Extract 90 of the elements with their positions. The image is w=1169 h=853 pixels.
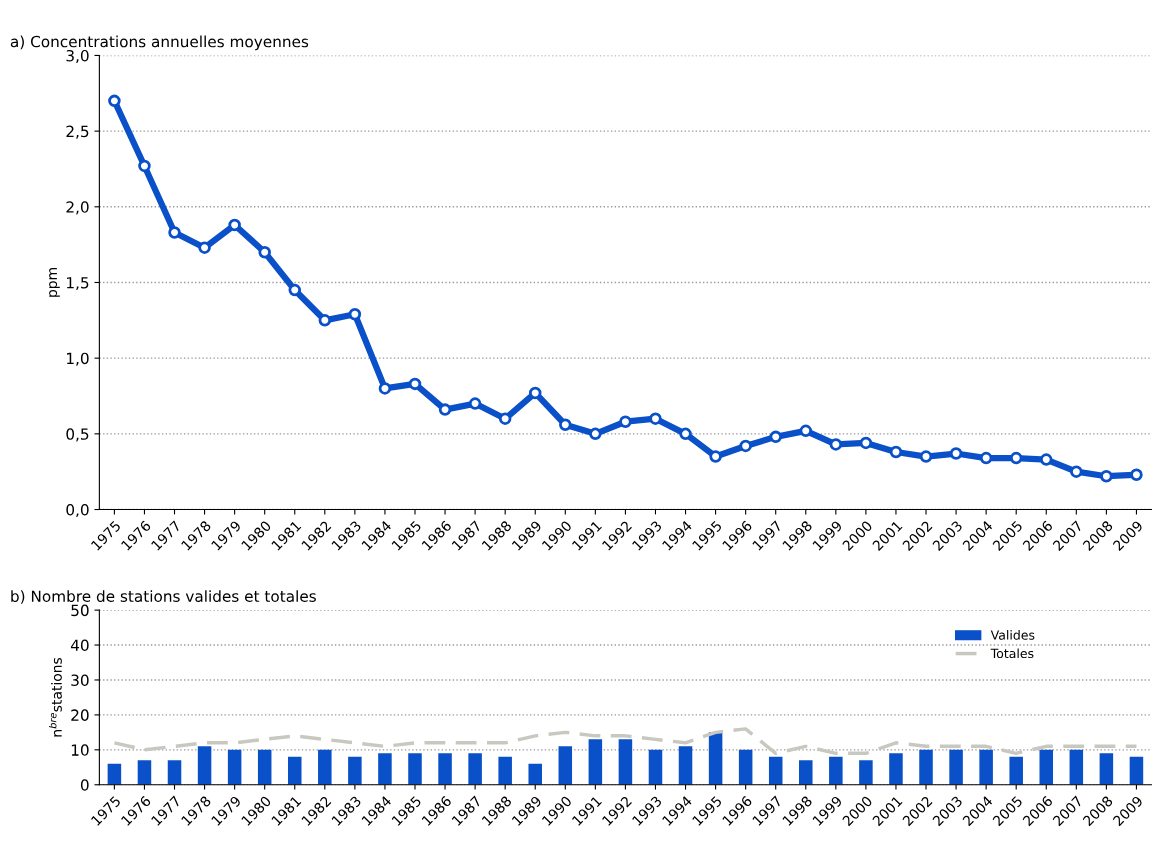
point bbox=[108, 94, 121, 108]
point bbox=[829, 438, 843, 451]
y-axis-title: ppm bbox=[49, 268, 60, 297]
bar bbox=[408, 753, 422, 785]
bar bbox=[1099, 753, 1114, 785]
point bbox=[288, 283, 302, 297]
y-tick-label: 0,0 bbox=[66, 503, 89, 518]
legend-label: Valides bbox=[990, 630, 1035, 640]
point bbox=[348, 308, 362, 321]
y-tick-label: 1,5 bbox=[67, 277, 89, 291]
bar bbox=[618, 739, 633, 785]
point bbox=[679, 427, 692, 441]
point bbox=[589, 427, 602, 441]
point bbox=[1100, 469, 1113, 483]
point bbox=[709, 450, 722, 463]
point bbox=[979, 451, 993, 465]
bar bbox=[227, 749, 242, 785]
bar bbox=[197, 746, 212, 785]
point bbox=[649, 412, 662, 425]
y-tick-label: 2,0 bbox=[66, 201, 89, 215]
point bbox=[559, 418, 572, 432]
point bbox=[378, 382, 392, 395]
point bbox=[1040, 453, 1053, 466]
bar bbox=[167, 760, 182, 785]
point bbox=[739, 439, 752, 453]
legend-label: Totales bbox=[990, 648, 1034, 659]
bar bbox=[678, 746, 693, 785]
point bbox=[799, 424, 813, 438]
point bbox=[168, 226, 181, 239]
bar bbox=[738, 749, 753, 785]
point bbox=[438, 403, 452, 416]
y-tick-label: 0,5 bbox=[66, 428, 89, 442]
bar bbox=[1129, 756, 1144, 785]
bar bbox=[257, 749, 272, 785]
bar bbox=[1009, 756, 1023, 785]
point bbox=[1009, 451, 1023, 465]
bar bbox=[378, 753, 392, 785]
y-tick-label: 20 bbox=[71, 709, 89, 721]
bar bbox=[768, 756, 783, 785]
bar bbox=[528, 763, 542, 785]
point bbox=[949, 447, 963, 460]
bar bbox=[438, 753, 452, 785]
point bbox=[528, 386, 542, 400]
bar bbox=[287, 756, 302, 785]
y-tick-label: 40 bbox=[70, 639, 89, 652]
point bbox=[1070, 465, 1083, 478]
point bbox=[468, 397, 482, 410]
y-tick-label: 2,5 bbox=[66, 125, 89, 139]
point bbox=[138, 159, 151, 173]
bar bbox=[558, 746, 573, 785]
y-tick-label: 0 bbox=[80, 779, 89, 791]
bar bbox=[949, 749, 963, 785]
bar bbox=[799, 760, 813, 785]
bar bbox=[318, 749, 332, 785]
bar bbox=[979, 749, 993, 785]
point bbox=[318, 314, 332, 327]
chart-title: a) Concentrations annuelles moyennes bbox=[10, 35, 309, 51]
point bbox=[919, 450, 933, 463]
point bbox=[769, 430, 782, 444]
bar bbox=[859, 760, 873, 785]
y-tick-label: 1,0 bbox=[67, 352, 89, 366]
y-tick-label: 30 bbox=[71, 674, 89, 686]
point bbox=[408, 377, 422, 391]
bar bbox=[919, 749, 933, 785]
y-tick-label: 3,0 bbox=[66, 49, 89, 64]
y-tick-label: 10 bbox=[71, 744, 89, 756]
line-series bbox=[112, 727, 1139, 756]
bar bbox=[1069, 749, 1084, 785]
point bbox=[859, 436, 873, 450]
point bbox=[258, 245, 271, 259]
bar bbox=[889, 753, 903, 785]
y-tick-label: 50 bbox=[71, 604, 89, 617]
point bbox=[498, 412, 512, 425]
bar bbox=[648, 749, 663, 785]
y-axis-title: n$^{bre}$stations bbox=[48, 657, 62, 737]
bar bbox=[829, 756, 843, 785]
bar bbox=[498, 756, 512, 785]
bar bbox=[468, 753, 482, 785]
point bbox=[198, 241, 211, 254]
bar bbox=[348, 756, 362, 785]
bar bbox=[1039, 749, 1054, 785]
point bbox=[228, 218, 241, 232]
bar bbox=[107, 763, 122, 785]
point bbox=[619, 415, 632, 428]
chart-title: b) Nombre de stations valides et totales bbox=[11, 590, 316, 604]
bar bbox=[137, 760, 152, 785]
bar bbox=[708, 732, 723, 785]
point bbox=[1130, 468, 1143, 481]
point bbox=[889, 445, 903, 459]
bar bbox=[588, 739, 603, 785]
